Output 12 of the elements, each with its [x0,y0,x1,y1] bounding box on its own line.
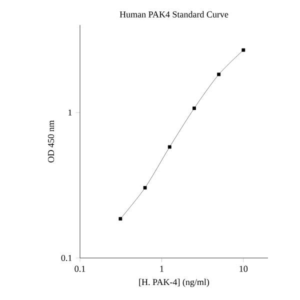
chart-title: Human PAK4 Standard Curve [120,11,228,18]
point [242,48,246,52]
point [118,217,122,221]
x-tick-label: 0.1 [74,266,86,272]
point [143,186,147,190]
point [192,106,196,110]
point [168,145,172,149]
x-tick-label: 1 [160,266,164,272]
point [217,72,221,76]
y-axis-title: OD 450 nm [48,120,54,162]
x-axis-title: [H. PAK-4] (ng/ml) [139,278,210,287]
x-tick-label: 10 [240,266,248,272]
